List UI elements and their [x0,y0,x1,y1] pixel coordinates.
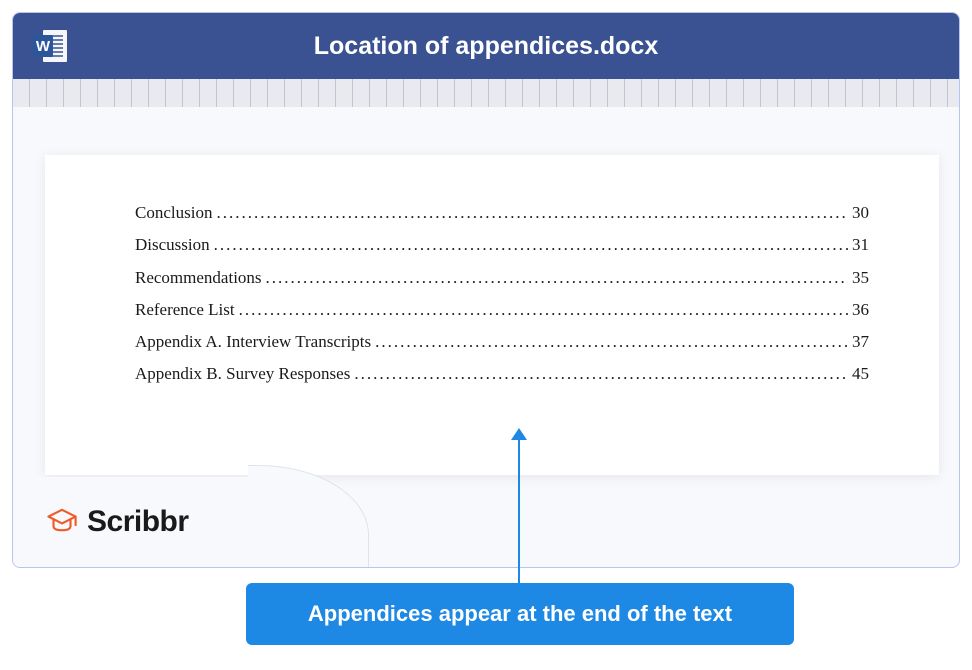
callout-label: Appendices appear at the end of the text [308,601,732,627]
toc-leader-dots [266,262,848,294]
toc-leader-dots [216,197,848,229]
toc-leader-dots [239,294,848,326]
ms-word-icon: W [31,26,71,66]
toc-row: Appendix A. Interview Transcripts 37 [135,326,869,358]
page-area: Conclusion 30Discussion 31Recommendation… [13,107,959,475]
toc-leader-dots [354,358,848,390]
toc-leader-dots [214,229,848,261]
toc-entry-label: Discussion [135,229,210,261]
toc-entry-label: Conclusion [135,197,212,229]
toc-page-number: 37 [852,326,869,358]
toc-row: Appendix B. Survey Responses 45 [135,358,869,390]
toc-page-number: 30 [852,197,869,229]
graduation-cap-icon [45,503,79,542]
toc-page-number: 35 [852,262,869,294]
window-title: Location of appendices.docx [13,32,959,61]
callout-arrow-line [518,435,520,583]
annotation-callout: Appendices appear at the end of the text [246,583,794,645]
titlebar: W Location of appendices.docx [13,13,959,79]
toc-page-number: 31 [852,229,869,261]
toc-entry-label: Recommendations [135,262,262,294]
word-window: W Location of appendices.docx Conclusion… [12,12,960,568]
toc-entry-label: Appendix B. Survey Responses [135,358,350,390]
table-of-contents: Conclusion 30Discussion 31Recommendation… [135,197,869,391]
toc-page-number: 36 [852,294,869,326]
toc-row: Recommendations 35 [135,262,869,294]
toc-row: Discussion 31 [135,229,869,261]
toc-leader-dots [375,326,848,358]
toc-entry-label: Reference List [135,294,235,326]
toc-page-number: 45 [852,358,869,390]
toc-row: Conclusion 30 [135,197,869,229]
toc-entry-label: Appendix A. Interview Transcripts [135,326,371,358]
brand-name: Scribbr [87,505,189,539]
ruler [13,79,959,107]
document-page: Conclusion 30Discussion 31Recommendation… [45,155,939,475]
svg-text:W: W [36,38,51,55]
brand-corner: Scribbr [13,477,313,567]
scribbr-logo: Scribbr [45,503,189,542]
toc-row: Reference List 36 [135,294,869,326]
